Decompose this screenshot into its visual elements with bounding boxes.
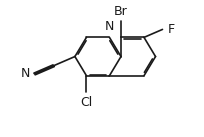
Text: N: N bbox=[21, 67, 30, 80]
Text: F: F bbox=[168, 23, 175, 36]
Text: Br: Br bbox=[114, 5, 128, 18]
Text: Cl: Cl bbox=[80, 96, 93, 109]
Text: N: N bbox=[105, 20, 114, 33]
